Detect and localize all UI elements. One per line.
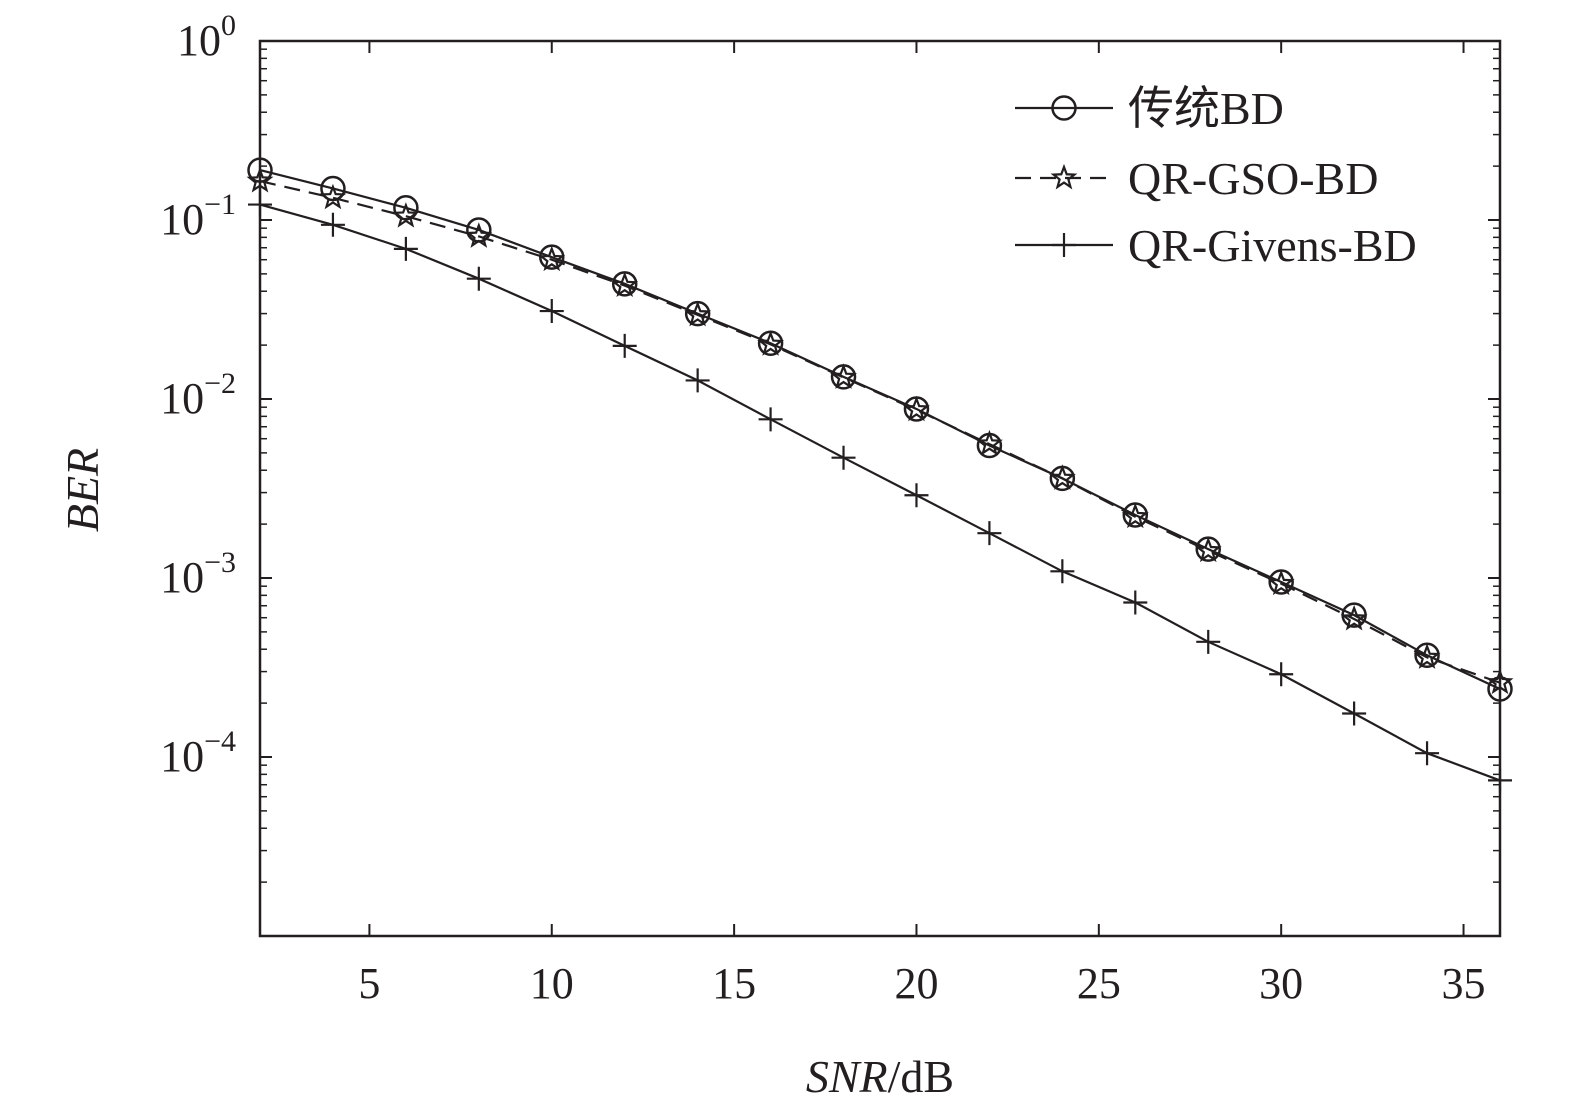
series-group [246, 157, 1514, 793]
series-point [1196, 629, 1221, 654]
series-star [246, 166, 1514, 695]
series-point [1413, 643, 1441, 669]
series-point [904, 483, 929, 508]
y-tick-label: 100 [177, 9, 236, 65]
series-point [539, 299, 564, 324]
legend: 传统BD QR-GSO-BD QR-Givens-BD [1015, 83, 1417, 271]
series-point [831, 445, 856, 470]
y-tick-label: 10−2 [160, 367, 236, 423]
series-point [1340, 604, 1368, 631]
series-point [1486, 668, 1514, 695]
plot-frame [258, 39, 1502, 938]
y-tick-label: 10−4 [160, 725, 236, 781]
x-tick-label: 35 [1442, 959, 1486, 1008]
series-point [758, 407, 783, 432]
series-point [1269, 662, 1294, 687]
x-tick-label: 30 [1259, 959, 1303, 1008]
legend-label: QR-Givens-BD [1128, 220, 1417, 271]
series-point [466, 266, 491, 291]
series-point [684, 300, 712, 327]
series-point [246, 166, 274, 193]
axes: 5 10 15 20 25 30 35 100 10−1 10−2 10−3 10−4 [160, 9, 1502, 1008]
series-point [685, 368, 710, 393]
series-point [611, 271, 639, 298]
series-point [248, 192, 272, 217]
x-tick-label: 20 [894, 959, 938, 1008]
series-point [975, 429, 1003, 456]
series-plus [248, 192, 1512, 793]
series-point [1267, 569, 1295, 596]
x-tick-label: 25 [1077, 959, 1121, 1008]
series-point [757, 330, 785, 356]
series-point [903, 395, 930, 422]
legend-label: QR-GSO-BD [1128, 153, 1378, 204]
series-point [392, 202, 420, 228]
series-point [1121, 502, 1149, 529]
series-point [465, 222, 493, 248]
series-point [1050, 559, 1075, 584]
x-axis-title-unit: /dB [888, 1051, 954, 1102]
legend-marker [1052, 233, 1076, 257]
series-point [1123, 590, 1148, 615]
series-point [538, 245, 566, 272]
series-line [259, 203, 1501, 782]
series-point [830, 363, 857, 389]
y-axis-title: BER [57, 448, 108, 532]
series-point [1342, 701, 1367, 726]
x-tick-label: 15 [712, 959, 756, 1008]
series-point [612, 333, 637, 358]
x-axis-title: SNR/dB [806, 1051, 954, 1102]
series-point [1194, 536, 1222, 563]
series-point [319, 183, 347, 210]
series-point [1488, 768, 1512, 793]
legend-marker [1050, 163, 1078, 190]
y-tick-label: 10−3 [160, 546, 236, 602]
series-point [393, 195, 419, 221]
x-tick-label: 5 [358, 959, 380, 1008]
series-point [393, 236, 418, 261]
y-tick-label: 10−1 [160, 188, 236, 244]
x-tick-label: 10 [530, 959, 574, 1008]
series-point [1415, 741, 1440, 766]
series-point [1048, 464, 1076, 490]
legend-marker [1051, 95, 1077, 121]
series-point [1487, 676, 1513, 702]
legend-label: 传统BD [1128, 83, 1284, 134]
series-point [320, 175, 346, 202]
series-point [977, 521, 1002, 546]
series-point [320, 212, 345, 237]
x-axis-title-variable: SNR [806, 1051, 888, 1102]
